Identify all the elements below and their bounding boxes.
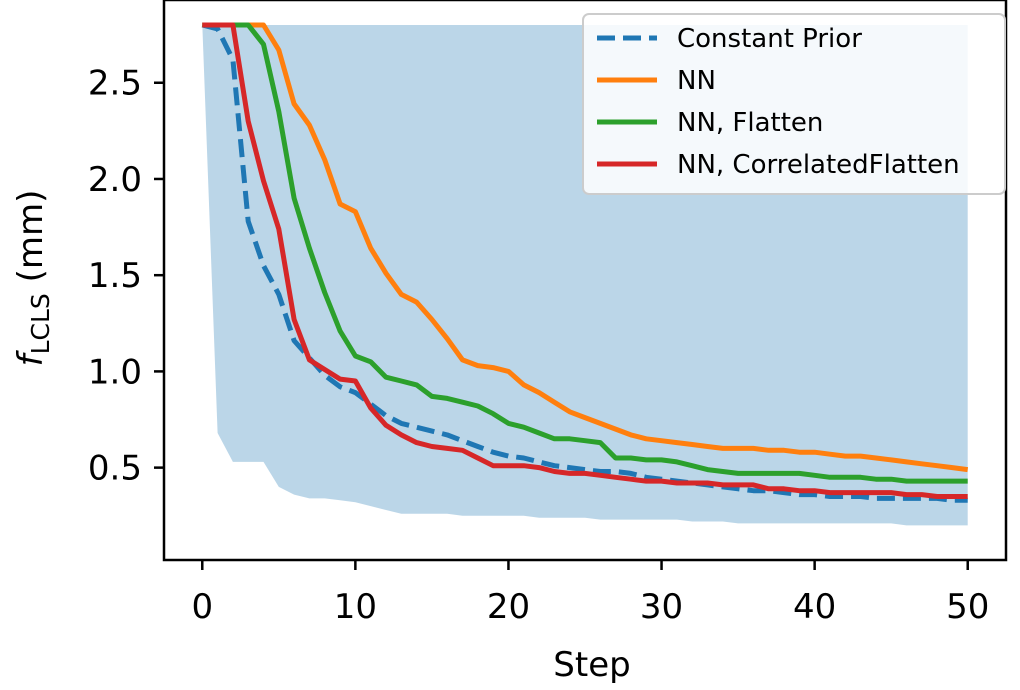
legend: Constant Prior NN NN, Flatten NN, Correlate…	[582, 13, 1006, 195]
legend-label-nn-correlatedflatten: NN, CorrelatedFlatten	[677, 150, 960, 180]
line-nn-flatten	[202, 22, 968, 484]
x-tick-label: 10	[334, 587, 377, 627]
x-axis-ticks: 0 10 20 30 40 50	[191, 560, 989, 627]
line-nn	[202, 22, 969, 473]
series-lines	[201, 22, 969, 503]
x-tick-label: 0	[191, 587, 213, 627]
x-tick-label: 30	[640, 587, 683, 627]
y-axis-label: fLCLS (mm)	[11, 190, 55, 367]
y-tick-label: 1.0	[88, 352, 142, 392]
y-tick-label: 0.5	[88, 449, 142, 489]
x-axis-label: Step	[553, 645, 630, 685]
legend-box	[582, 13, 1006, 195]
y-axis-ticks: 0.5 1.0 1.5 2.0 2.5	[88, 64, 164, 489]
legend-label-nn: NN	[677, 66, 716, 96]
y-tick-label: 1.5	[88, 256, 142, 296]
x-tick-label: 50	[946, 587, 989, 627]
y-tick-label: 2.0	[88, 160, 142, 200]
plot-frame	[162, 0, 1008, 562]
legend-label-constant-prior: Constant Prior	[677, 24, 862, 54]
line-constant-prior	[201, 22, 968, 503]
x-tick-label: 20	[487, 587, 530, 627]
line-nn-correlatedflatten	[202, 22, 968, 499]
y-tick-label: 2.5	[88, 64, 142, 104]
legend-label-nn-flatten: NN, Flatten	[677, 108, 823, 138]
x-tick-label: 40	[793, 587, 836, 627]
